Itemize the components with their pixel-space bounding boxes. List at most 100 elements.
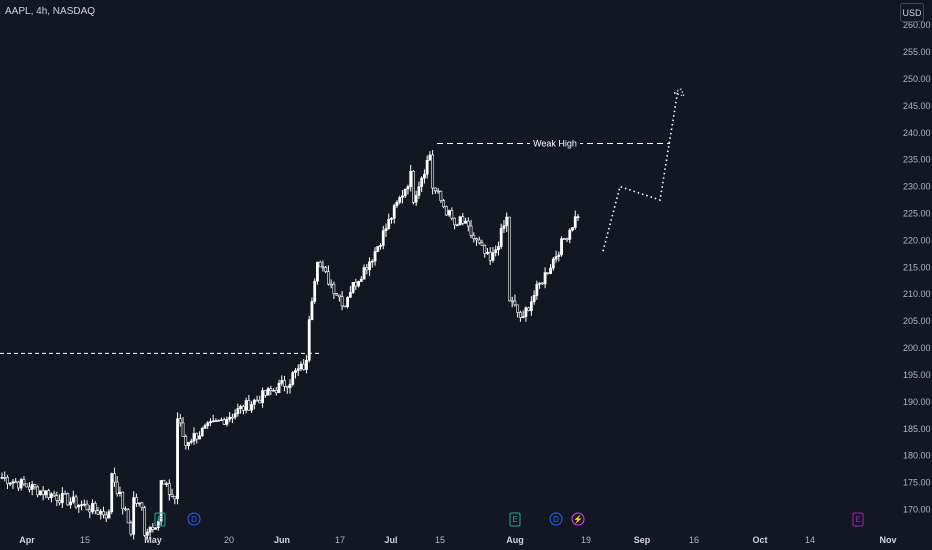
candle-body xyxy=(450,210,454,219)
candle-body xyxy=(274,389,278,394)
candle-body xyxy=(25,483,29,488)
time-tick-label: 15 xyxy=(435,535,445,545)
price-axis[interactable]: 170.00 175.00 180.00 185.00 190.00 195.00 200.… xyxy=(903,20,931,514)
candle-body xyxy=(41,490,45,496)
candle-body xyxy=(568,229,572,240)
event-marker-label: D xyxy=(191,515,197,524)
candle-body xyxy=(77,504,81,508)
candle-body xyxy=(195,433,199,440)
candle-body xyxy=(3,477,7,479)
time-tick-label: 19 xyxy=(581,535,591,545)
split-marker[interactable] xyxy=(571,512,585,526)
price-tick-label: 235.00 xyxy=(903,155,931,165)
candle-body xyxy=(540,282,544,285)
dividend-marker[interactable] xyxy=(187,512,201,526)
candle-body xyxy=(464,220,467,224)
candle-body xyxy=(571,227,574,231)
candle-body xyxy=(527,307,531,311)
candle-body xyxy=(233,413,237,418)
time-tick-label: 20 xyxy=(224,535,234,545)
candle-body xyxy=(428,154,432,161)
candle-body xyxy=(69,501,72,506)
event-marker-label: ⚡ xyxy=(573,514,583,524)
candle-body xyxy=(129,522,133,535)
candle-body xyxy=(162,480,166,485)
time-tick-label: 16 xyxy=(689,535,699,545)
candle-body xyxy=(6,477,9,484)
candle-body xyxy=(453,217,456,226)
candle-body xyxy=(307,319,311,361)
candle-body xyxy=(543,272,547,285)
candle-body xyxy=(17,481,20,489)
candle-body xyxy=(491,252,495,261)
candle-body xyxy=(299,363,303,370)
candle-body xyxy=(154,527,158,530)
dividend-marker[interactable] xyxy=(549,512,563,526)
earnings-marker[interactable] xyxy=(154,512,166,527)
candle-body xyxy=(409,171,413,187)
candle-body xyxy=(549,267,552,274)
candle-body xyxy=(74,496,78,508)
candle-body xyxy=(365,267,369,271)
candle-body xyxy=(214,420,218,422)
candle-body xyxy=(565,238,569,241)
candle-body xyxy=(332,283,336,294)
candle-body xyxy=(483,244,487,254)
candle-body xyxy=(176,418,179,500)
candle-body xyxy=(384,228,388,232)
candle-body xyxy=(82,503,86,506)
price-tick-label: 185.00 xyxy=(903,424,931,434)
candle-body xyxy=(439,191,443,201)
event-marker-label: E xyxy=(855,515,860,524)
candle-body xyxy=(469,225,473,236)
price-tick-label: 240.00 xyxy=(903,128,931,138)
event-marker-label: D xyxy=(553,515,559,524)
price-tick-label: 170.00 xyxy=(903,505,931,515)
price-tick-label: 215.00 xyxy=(903,262,931,272)
candle-body xyxy=(480,242,484,246)
candle-body xyxy=(200,428,204,437)
price-tick-label: 260.00 xyxy=(903,20,931,30)
candle-body xyxy=(192,433,196,442)
candle-body xyxy=(198,435,201,440)
earnings-marker[interactable] xyxy=(509,512,521,527)
candle-body xyxy=(390,218,393,220)
candle-body xyxy=(392,205,396,219)
time-axis[interactable]: Apr 15 May 20 Jun 17 Jul 15 Aug 19 Sep 16 Oct 14 Nov xyxy=(19,535,896,545)
candle-body xyxy=(239,406,243,409)
candle-body xyxy=(170,494,174,497)
candle-body xyxy=(173,495,177,500)
candle-body xyxy=(406,186,410,190)
candle-body xyxy=(376,246,380,252)
currency-button[interactable]: USD xyxy=(900,3,924,22)
candle-body xyxy=(461,216,465,224)
candle-body xyxy=(148,527,152,533)
candle-body xyxy=(113,473,116,483)
candle-body xyxy=(381,230,385,246)
time-tick-label: Jun xyxy=(274,535,290,545)
earnings-marker[interactable] xyxy=(852,512,864,527)
candle-body xyxy=(167,483,171,495)
candle-body xyxy=(296,368,300,371)
projection-line[interactable] xyxy=(602,89,679,252)
candle-body xyxy=(348,292,352,298)
candle-body xyxy=(354,282,358,287)
time-tick-label: 14 xyxy=(805,535,815,545)
candle-body xyxy=(115,481,119,495)
price-tick-label: 180.00 xyxy=(903,451,931,461)
candle-body xyxy=(19,479,23,489)
event-markers[interactable]: E D E D ⚡ E xyxy=(154,512,864,527)
candle-body xyxy=(433,187,437,192)
candle-body xyxy=(562,238,566,240)
candle-body xyxy=(55,495,59,501)
candle-body xyxy=(14,481,18,484)
price-tick-label: 225.00 xyxy=(903,208,931,218)
candle-body xyxy=(538,282,542,285)
time-tick-label: May xyxy=(144,535,162,545)
candle-body xyxy=(513,300,517,306)
candle-body xyxy=(313,280,317,302)
candle-body xyxy=(126,509,130,524)
candle-body xyxy=(387,219,391,229)
candle-body xyxy=(524,307,528,317)
